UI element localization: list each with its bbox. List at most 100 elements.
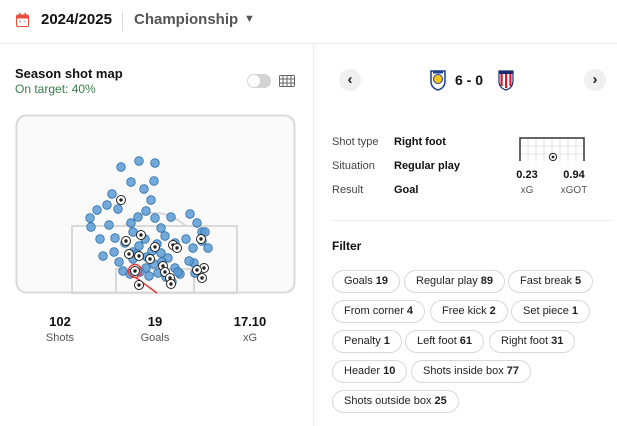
shot-marker[interactable]	[107, 189, 117, 199]
on-target-label: On target: 40%	[15, 82, 96, 96]
shot-marker[interactable]	[114, 257, 124, 267]
shot-marker[interactable]	[113, 204, 123, 214]
season-selector[interactable]: 2024/2025	[41, 11, 112, 28]
chip-count: 31	[551, 335, 564, 347]
goal-marker[interactable]	[134, 251, 144, 261]
filter-chip-from-corner[interactable]: From corner 4	[332, 300, 426, 323]
detail-value: Right foot	[394, 136, 446, 148]
shot-marker[interactable]	[192, 218, 202, 228]
chip-count: 2	[489, 305, 496, 317]
goal-marker[interactable]	[150, 242, 160, 252]
chip-count: 19	[375, 275, 388, 287]
chip-count: 1	[571, 305, 578, 317]
filter-chip-left-foot[interactable]: Left foot 61	[405, 330, 485, 353]
shot-marker[interactable]	[95, 234, 105, 244]
next-match-button[interactable]: ›	[584, 69, 606, 91]
chip-label: Fast break	[520, 275, 572, 287]
goal-marker[interactable]	[192, 265, 202, 275]
shot-marker[interactable]	[188, 243, 198, 253]
detail-key: Result	[332, 184, 364, 196]
shot-marker[interactable]	[110, 233, 120, 243]
goal-marker[interactable]	[124, 249, 134, 259]
shot-marker[interactable]	[118, 266, 128, 276]
shot-marker[interactable]	[146, 195, 156, 205]
goal-marker[interactable]	[166, 279, 176, 289]
shot-marker[interactable]	[104, 220, 114, 230]
filter-chip-penalty[interactable]: Penalty 1	[332, 330, 402, 353]
season-bar: 2024/2025 Championship ▼	[0, 0, 617, 44]
goal-marker[interactable]	[145, 254, 155, 264]
filter-chip-right-foot[interactable]: Right foot 31	[489, 330, 576, 353]
shot-marker[interactable]	[85, 213, 95, 223]
goal-marker[interactable]	[116, 195, 126, 205]
stat-value: 17.10	[233, 314, 267, 329]
chip-label: Left foot	[417, 335, 457, 347]
chip-count: 5	[574, 275, 582, 287]
goal-marker[interactable]	[121, 236, 131, 246]
shot-marker[interactable]	[92, 205, 102, 215]
shot-marker[interactable]	[141, 206, 151, 216]
goal-marker[interactable]	[196, 234, 206, 244]
detail-key: Shot type	[332, 136, 379, 148]
goal-marker[interactable]	[172, 243, 182, 253]
view-toggle[interactable]	[247, 74, 271, 88]
shot-map-title: Season shot map	[15, 66, 123, 81]
goal-marker[interactable]	[136, 230, 146, 240]
shot-marker[interactable]	[173, 267, 183, 277]
filter-chip-free-kick[interactable]: Free kick 2	[430, 300, 508, 323]
xg-label: xG	[520, 185, 534, 196]
chip-label: From corner	[344, 305, 404, 317]
calendar-icon	[16, 13, 29, 27]
xg-value-block: 0.23 xG	[507, 169, 547, 196]
shot-marker[interactable]	[185, 209, 195, 219]
shot-marker[interactable]	[160, 231, 170, 241]
shot-marker[interactable]	[102, 200, 112, 210]
filter-chip-shots-outside-box[interactable]: Shots outside box 25	[332, 390, 459, 413]
filter-chip-header[interactable]: Header 10	[332, 360, 408, 383]
stoke-crest-icon[interactable]	[497, 69, 515, 91]
chevron-right-icon: ›	[592, 71, 598, 88]
divider	[332, 220, 612, 221]
shot-marker[interactable]	[156, 223, 166, 233]
xgot-value-block: 0.94 xGOT	[554, 169, 594, 196]
goal-marker[interactable]	[134, 280, 144, 290]
shots-stat: 102 Shots	[25, 314, 95, 344]
shot-marker[interactable]	[126, 218, 136, 228]
shot-marker[interactable]	[184, 256, 194, 266]
shot-marker[interactable]	[203, 243, 213, 253]
shot-marker[interactable]	[156, 248, 166, 258]
chip-label: Shots inside box	[423, 365, 504, 377]
filter-chip-shots-inside-box[interactable]: Shots inside box 77	[411, 360, 531, 383]
shot-marker[interactable]	[150, 158, 160, 168]
goal-marker[interactable]	[197, 273, 207, 283]
filter-chip-fast-break[interactable]: Fast break 5	[508, 270, 594, 293]
detail-key: Situation	[332, 160, 375, 172]
shot-map-pitch[interactable]	[15, 114, 296, 294]
shot-marker[interactable]	[133, 212, 143, 222]
shot-marker[interactable]	[109, 247, 119, 257]
filter-chip-regular-play[interactable]: Regular play 89	[404, 270, 506, 293]
shot-marker[interactable]	[149, 176, 159, 186]
shot-marker[interactable]	[166, 212, 176, 222]
shot-marker[interactable]	[181, 234, 191, 244]
league-selector[interactable]: Championship	[134, 11, 239, 28]
shot-marker[interactable]	[150, 213, 160, 223]
shot-marker[interactable]	[126, 177, 136, 187]
shot-marker[interactable]	[134, 156, 144, 166]
chip-count: 10	[383, 365, 396, 377]
shot-marker[interactable]	[86, 222, 96, 232]
shot-marker[interactable]	[116, 162, 126, 172]
stat-label: xG	[242, 332, 258, 344]
filter-chip-goals[interactable]: Goals 19	[332, 270, 400, 293]
selected-goal-marker[interactable]	[127, 263, 143, 279]
chip-label: Set piece	[523, 305, 569, 317]
shot-marker[interactable]	[139, 184, 149, 194]
previous-match-button[interactable]: ‹	[339, 69, 361, 91]
filter-chip-set-piece[interactable]: Set piece 1	[511, 300, 590, 323]
shot-marker[interactable]	[98, 251, 108, 261]
grid-icon[interactable]	[279, 75, 295, 87]
shot-marker[interactable]	[144, 271, 154, 281]
chevron-left-icon: ‹	[347, 71, 353, 88]
chevron-down-icon[interactable]: ▼	[244, 13, 255, 25]
leeds-crest-icon[interactable]	[429, 69, 447, 91]
